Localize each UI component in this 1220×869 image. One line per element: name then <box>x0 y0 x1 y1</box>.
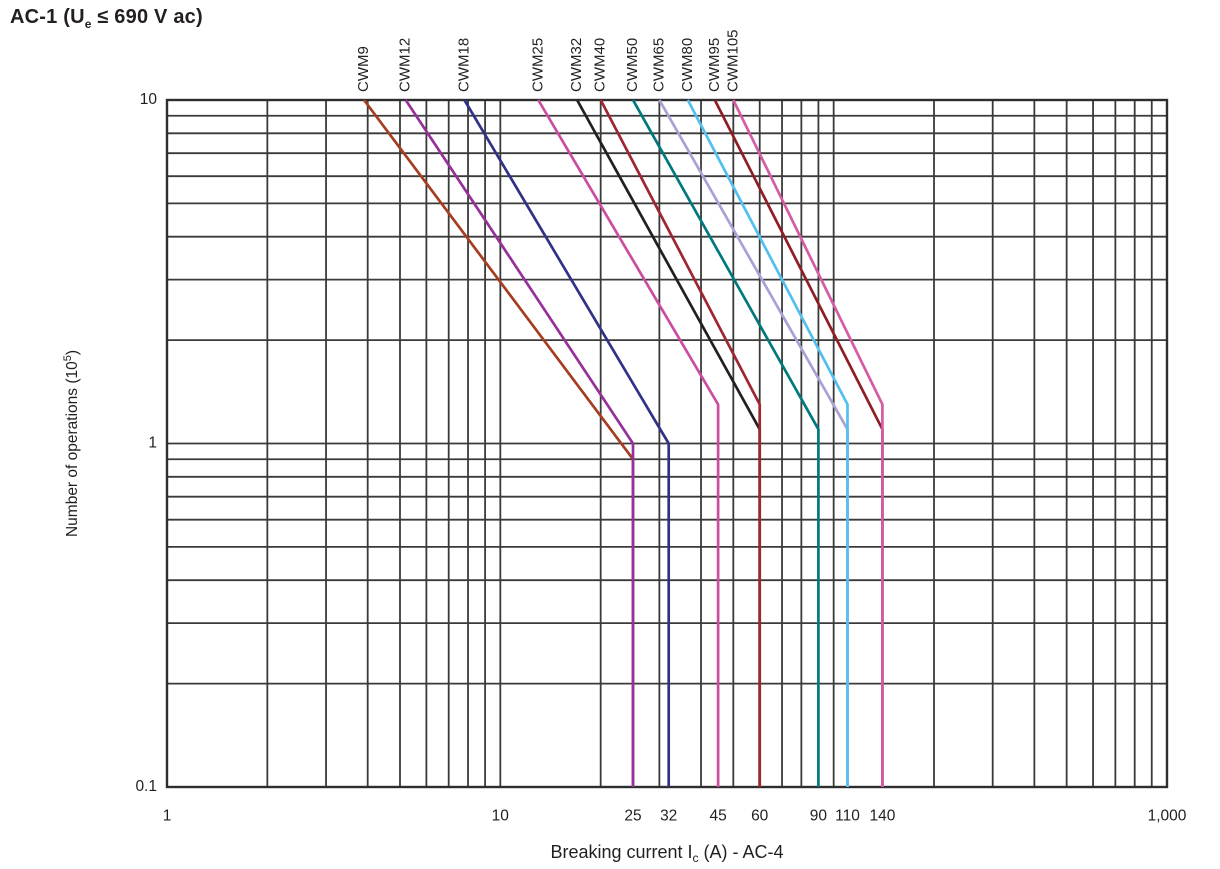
y-tick-label-10: 10 <box>140 91 158 108</box>
curve-label-CWM12: CWM12 <box>397 38 414 92</box>
chart-title-post: ≤ 690 V ac) <box>91 6 203 28</box>
x-tick-label-1,000: 1,000 <box>1148 807 1187 824</box>
x-tick-label-1: 1 <box>163 807 172 824</box>
x-axis-title: Breaking current Ic (A) - AC-4 <box>550 842 783 865</box>
x-tick-label-140: 140 <box>869 807 895 824</box>
curve-label-CWM95: CWM95 <box>706 38 723 92</box>
chart-title-pre: AC-1 (U <box>10 6 85 28</box>
curve-label-CWM40: CWM40 <box>592 38 609 92</box>
x-tick-label-60: 60 <box>751 807 769 824</box>
curve-label-CWM9: CWM9 <box>355 46 372 92</box>
curve-label-CWM80: CWM80 <box>679 38 696 92</box>
x-tick-label-10: 10 <box>492 807 510 824</box>
x-tick-label-90: 90 <box>810 807 828 824</box>
chart-title-subscript: e <box>84 17 92 31</box>
curve-CWM12 <box>404 99 635 787</box>
curve-label-CWM105: CWM105 <box>724 29 741 92</box>
curve-label-CWM65: CWM65 <box>650 38 667 92</box>
curve-label-CWM50: CWM50 <box>624 38 641 92</box>
curve-CWM40 <box>599 99 762 787</box>
y-tick-label-0.1: 0.1 <box>135 778 157 795</box>
curve-CWM25 <box>537 99 720 787</box>
curve-label-CWM32: CWM32 <box>568 38 585 92</box>
x-tick-label-110: 110 <box>835 807 860 824</box>
chart-title: AC-1 (Ue ≤ 690 V ac) <box>10 6 203 31</box>
curve-CWM50 <box>631 99 820 787</box>
curve-label-CWM25: CWM25 <box>529 38 546 92</box>
x-tick-label-25: 25 <box>624 807 641 824</box>
x-tick-label-45: 45 <box>709 807 726 824</box>
curve-CWM105 <box>732 99 884 787</box>
y-tick-label-1: 1 <box>148 435 157 452</box>
curve-label-CWM18: CWM18 <box>455 38 472 92</box>
x-tick-label-32: 32 <box>660 807 677 824</box>
curve-CWM80 <box>686 99 849 787</box>
y-axis-title: Number of operations (105) <box>62 350 81 537</box>
plot-frame <box>165 98 1169 789</box>
curve-CWM18 <box>463 99 671 787</box>
